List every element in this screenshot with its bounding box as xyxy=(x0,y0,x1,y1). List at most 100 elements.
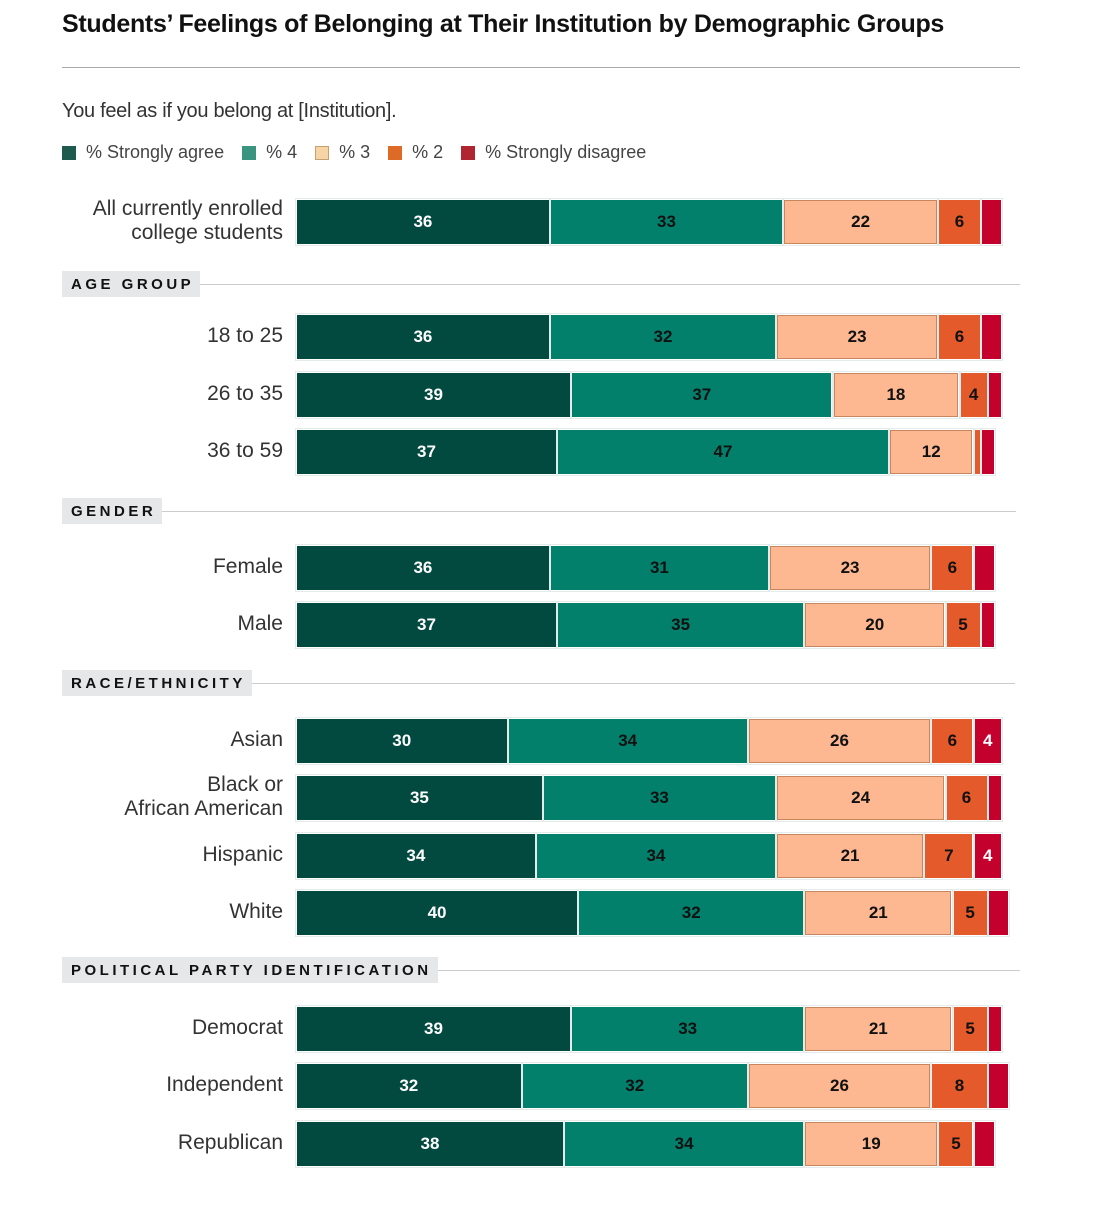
bar-segment-frame xyxy=(958,371,989,419)
row-label: Republican xyxy=(178,1131,283,1155)
row-label-line: 26 to 35 xyxy=(207,382,283,405)
bar-segment-frame xyxy=(506,717,749,765)
legend-swatch xyxy=(242,145,257,160)
bar-segment-3: 26 xyxy=(748,1064,931,1108)
bar-segment-strongly-disagree xyxy=(988,1007,1001,1051)
bar-segment-3: 21 xyxy=(777,834,924,878)
bar-value-label: 26 xyxy=(829,1076,849,1095)
bar-value-label: 34 xyxy=(406,846,426,865)
bar-value-label: 19 xyxy=(861,1134,881,1153)
bar-segment-3: 21 xyxy=(805,891,952,935)
bar-value-label: 47 xyxy=(713,442,733,461)
bar-segment-strongly-disagree xyxy=(988,776,1001,820)
bar-segment-strongly-disagree: 4 xyxy=(974,719,1001,763)
row-label: White xyxy=(229,900,283,924)
section-divider xyxy=(437,970,1020,971)
bar-segment-strongly-agree: 37 xyxy=(297,603,556,647)
bar-segment-frame xyxy=(972,1120,996,1168)
bar-segment-frame xyxy=(570,371,834,419)
row-label: 36 to 59 xyxy=(207,439,283,463)
bar-segment-frame xyxy=(972,428,982,476)
bar-segment-4: 34 xyxy=(565,1122,803,1166)
bar-segment-frame xyxy=(937,313,982,361)
bar-segment-3: 26 xyxy=(748,719,931,763)
bar-segment-frame xyxy=(563,1120,806,1168)
legend-item-strongly-disagree: % Strongly disagree xyxy=(461,142,646,163)
bar-segment-frame xyxy=(951,1005,989,1053)
bar-segment-strongly-agree: 39 xyxy=(297,1007,571,1051)
section-divider xyxy=(162,511,1016,512)
bar-segment-2: 5 xyxy=(953,891,987,935)
bar-segment-strongly-agree: 35 xyxy=(297,776,542,820)
bar-segment-frame xyxy=(979,313,1003,361)
bar-segment-2 xyxy=(974,430,980,474)
bar-segment-frame xyxy=(803,1005,954,1053)
bar-segment-frame xyxy=(295,371,573,419)
bar-segment-frame xyxy=(937,1120,975,1168)
bar-segment-frame xyxy=(951,889,989,937)
bar-segment-3: 23 xyxy=(777,315,938,359)
bar-segment-4: 32 xyxy=(579,891,803,935)
bar-segment-strongly-disagree xyxy=(981,603,994,647)
bar-value-label: 4 xyxy=(982,731,993,750)
row-label: Male xyxy=(237,612,283,636)
bar-segment-strongly-agree: 36 xyxy=(297,546,549,590)
bar-segment-frame xyxy=(972,832,1003,880)
bar-segment-frame xyxy=(986,774,1003,822)
row-label-line: Male xyxy=(237,612,283,635)
bar-segment-2: 5 xyxy=(946,603,980,647)
bar-segment-3: 19 xyxy=(805,1122,938,1166)
bar-value-label: 32 xyxy=(653,327,673,346)
row-label-line: African American xyxy=(124,797,283,820)
bar-segment-frame xyxy=(295,717,509,765)
bar-segment-frame xyxy=(746,717,933,765)
section-divider xyxy=(251,683,1015,684)
bar-segment-frame xyxy=(295,1120,566,1168)
row-label: Female xyxy=(213,555,283,579)
bar-segment-frame xyxy=(570,1005,806,1053)
bar-value-label: 21 xyxy=(840,846,860,865)
bar-segment-strongly-disagree xyxy=(974,1122,994,1166)
bar-segment-frame xyxy=(295,774,545,822)
bar-segment-frame xyxy=(577,889,806,937)
bar-segment-frame xyxy=(803,601,947,649)
row-label: All currently enrolled college students xyxy=(93,197,283,245)
bar-segment-4: 34 xyxy=(508,719,747,763)
bar-segment-2: 6 xyxy=(946,776,987,820)
bar-segment-frame xyxy=(295,832,538,880)
bar-segment-2: 5 xyxy=(953,1007,987,1051)
bar-segment-frame xyxy=(986,1062,1011,1110)
bar-segment-strongly-agree: 34 xyxy=(297,834,535,878)
bar-segment-strongly-disagree xyxy=(981,315,1001,359)
bar-value-label: 23 xyxy=(847,327,867,346)
bar-value-label: 4 xyxy=(982,846,993,865)
bar-segment-strongly-disagree xyxy=(988,891,1008,935)
bar-segment-3: 21 xyxy=(805,1007,952,1051)
bar-segment-strongly-agree: 37 xyxy=(297,430,556,474)
bar-segment-strongly-agree: 40 xyxy=(297,891,578,935)
bar-segment-frame xyxy=(831,371,961,419)
bar-value-label: 6 xyxy=(947,731,958,750)
bar-segment-frame xyxy=(782,198,940,246)
bar-segment-4: 33 xyxy=(544,776,775,820)
bar-value-label: 22 xyxy=(851,212,871,231)
bar-value-label: 33 xyxy=(678,1019,698,1038)
bar-segment-frame xyxy=(972,544,996,592)
bar-segment-frame xyxy=(979,601,996,649)
legend-item-strongly-agree: % Strongly agree xyxy=(62,142,224,163)
bar-value-label: 34 xyxy=(646,846,666,865)
row-label-line: Republican xyxy=(177,1131,283,1154)
bar-segment-frame xyxy=(549,198,785,246)
bar-segment-strongly-disagree: 4 xyxy=(974,834,1001,878)
bar-value-label: 31 xyxy=(649,558,669,577)
bar-segment-frame xyxy=(549,313,778,361)
legend-swatch xyxy=(315,145,330,160)
row-label-line: Asian xyxy=(230,728,283,751)
bar-segment-2: 6 xyxy=(939,200,980,244)
bar-segment-4: 47 xyxy=(558,430,888,474)
row-label-line: Black or xyxy=(207,773,283,796)
bar-segment-frame xyxy=(775,832,926,880)
bar-segment-strongly-disagree xyxy=(974,546,994,590)
bar-segment-frame xyxy=(549,544,771,592)
legend-label: % 3 xyxy=(339,142,371,162)
